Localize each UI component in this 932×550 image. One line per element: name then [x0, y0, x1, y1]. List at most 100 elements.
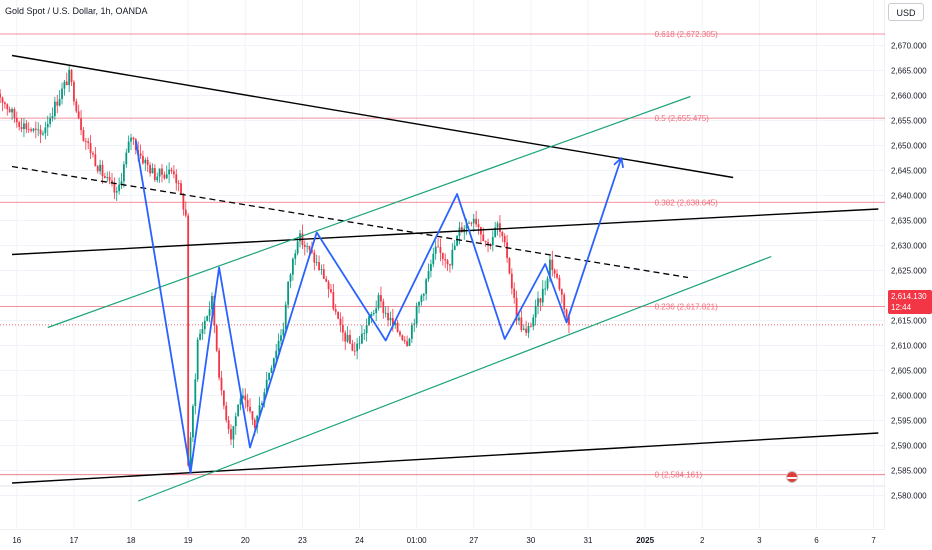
price-axis[interactable]: [885, 0, 932, 550]
candle-body: [384, 312, 387, 314]
trendline[interactable]: [11, 432, 879, 484]
candle-body: [532, 317, 535, 327]
candle-body: [184, 209, 187, 216]
fib-level-label: 0.382 (2,638.645): [655, 198, 718, 207]
candle-body: [103, 176, 106, 178]
candle-body: [6, 104, 9, 110]
price-tick-label: 2,585.000: [891, 467, 927, 476]
price-tick-label: 2,655.000: [891, 117, 927, 126]
candle-body: [320, 269, 323, 271]
price-tick-label: 2,640.000: [891, 192, 927, 201]
time-axis[interactable]: [0, 530, 932, 550]
candle-body: [434, 246, 437, 254]
chart-drawings[interactable]: [0, 0, 885, 502]
candle-body: [534, 305, 537, 318]
candle-body: [211, 296, 213, 310]
candle-body: [337, 311, 339, 319]
candle-body: [451, 249, 454, 266]
fibonacci-retracement[interactable]: 0.618 (2,672.305) 0.5 (2,655.475) 0.382 (2…: [0, 30, 885, 480]
channel-line[interactable]: [47, 95, 691, 329]
currency-button[interactable]: USD: [888, 3, 924, 21]
candle-body: [313, 252, 316, 263]
price-tick-label: 2,610.000: [891, 342, 927, 351]
candle-body: [494, 227, 497, 238]
candle-body: [99, 164, 101, 172]
candle-body: [170, 169, 173, 172]
candle-body: [58, 98, 61, 106]
candle-body: [242, 395, 244, 399]
candle-body: [482, 234, 485, 242]
candle-body: [146, 159, 149, 165]
candle-body: [177, 183, 180, 184]
symbol-title[interactable]: Gold Spot / U.S. Dollar, 1h, OANDA: [5, 6, 148, 16]
candle-body: [180, 183, 182, 194]
trendline[interactable]: [12, 208, 879, 256]
time-tick-label: 17: [69, 536, 78, 545]
candle-body: [118, 184, 121, 192]
candle-body: [125, 152, 128, 165]
candle-body: [427, 271, 430, 280]
trendline[interactable]: [11, 54, 734, 179]
price-tick-label: 2,635.000: [891, 217, 927, 226]
candle-body: [96, 166, 99, 172]
candle-body: [541, 288, 544, 303]
candle-body: [258, 405, 261, 416]
candle-body: [82, 130, 85, 142]
candle-body: [94, 154, 97, 167]
channel-line[interactable]: [137, 255, 772, 502]
candle-body: [213, 296, 216, 326]
dashed-trendline[interactable]: [11, 165, 689, 279]
candle-body: [80, 118, 82, 131]
candle-body: [413, 323, 416, 326]
us-flag-icon[interactable]: [786, 471, 798, 483]
last-price-label: 2,614.130 12:44: [888, 290, 932, 314]
candle-body: [70, 69, 73, 82]
candle-body: [89, 143, 92, 154]
candle-body: [372, 313, 375, 315]
candle-body: [275, 350, 278, 359]
candle-body: [403, 340, 406, 342]
candle-body: [406, 341, 409, 346]
candle-body: [220, 377, 223, 391]
candle-body: [291, 258, 294, 275]
candle-body: [346, 334, 349, 342]
candle-body: [108, 177, 111, 181]
candle-body: [161, 168, 163, 175]
price-tick-label: 2,625.000: [891, 267, 927, 276]
candle-body: [120, 181, 123, 185]
time-tick-label: 27: [469, 536, 478, 545]
candle-body: [230, 429, 232, 440]
candle-body: [149, 164, 151, 174]
candle-body: [46, 123, 49, 128]
candle-body: [172, 171, 175, 175]
candle-body: [144, 159, 147, 164]
candle-body: [101, 164, 104, 177]
candle-body: [158, 168, 161, 177]
time-tick-label: 01:00: [407, 536, 428, 545]
time-tick-label: 2: [700, 536, 705, 545]
candle-body: [246, 400, 249, 407]
candle-body: [394, 322, 397, 325]
candle-body: [106, 177, 109, 178]
candle-body: [196, 339, 199, 380]
time-tick-label: 20: [241, 536, 250, 545]
candle-body: [34, 128, 37, 130]
candle-body: [113, 183, 116, 193]
candle-body: [568, 316, 570, 325]
candle-body: [192, 406, 194, 438]
fib-level-label: 0 (2,584.161): [655, 471, 703, 480]
candle-body: [39, 129, 42, 135]
candle-body: [546, 278, 549, 289]
candle-body: [332, 292, 335, 310]
candle-body: [65, 81, 68, 86]
candle-body: [92, 153, 94, 155]
candle-body: [251, 411, 254, 420]
candle-body: [265, 379, 268, 393]
candle-body: [15, 117, 18, 123]
price-tick-label: 2,580.000: [891, 492, 927, 501]
candle-body: [480, 227, 482, 235]
candlestick-series: [0, 65, 570, 473]
projection-path[interactable]: [134, 140, 623, 474]
